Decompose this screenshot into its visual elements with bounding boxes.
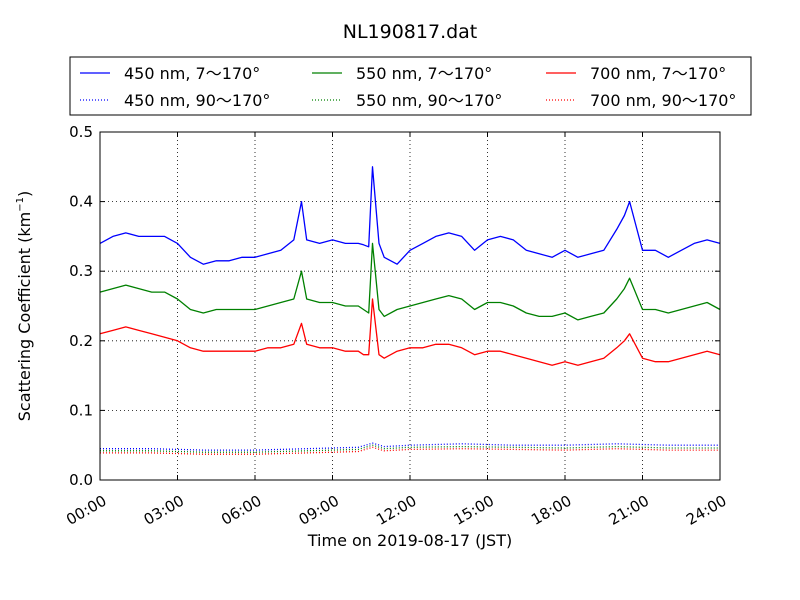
y-tick-label: 0.4 [69,193,93,211]
legend-label: 550 nm, 7～170° [356,64,492,83]
y-axis-label-main: Scattering Coefficient (km [15,212,34,422]
y-tick-label: 0.3 [69,262,93,280]
series-line-2 [99,298,721,366]
y-axis-label-close: ) [15,191,34,197]
chart-title: NL190817.dat [343,21,478,43]
y-tick-label: 0.1 [69,401,93,419]
grid [100,132,720,480]
y-axis-label-sup: −1 [15,197,26,212]
legend: 450 nm, 7～170° 550 nm, 7～170° 700 nm, 7～17… [69,56,752,116]
legend-label: 450 nm, 90～170° [124,91,270,110]
legend-frame [69,56,752,116]
y-tick-label: 0.2 [69,332,93,350]
y-tick-label: 0.0 [69,471,93,489]
x-axis-label: Time on 2019-08-17 (JST) [307,531,512,550]
series-group [99,166,721,455]
legend-label: 700 nm, 7～170° [590,64,726,83]
legend-label: 450 nm, 7～170° [124,64,260,83]
y-axis-label: Scattering Coefficient (km−1) [15,191,34,422]
legend-label: 550 nm, 90～170° [356,91,502,110]
y-tick-label: 0.5 [69,123,93,141]
series-line-0 [99,166,721,265]
series-line-1 [99,242,721,321]
legend-label: 700 nm, 90～170° [590,91,736,110]
